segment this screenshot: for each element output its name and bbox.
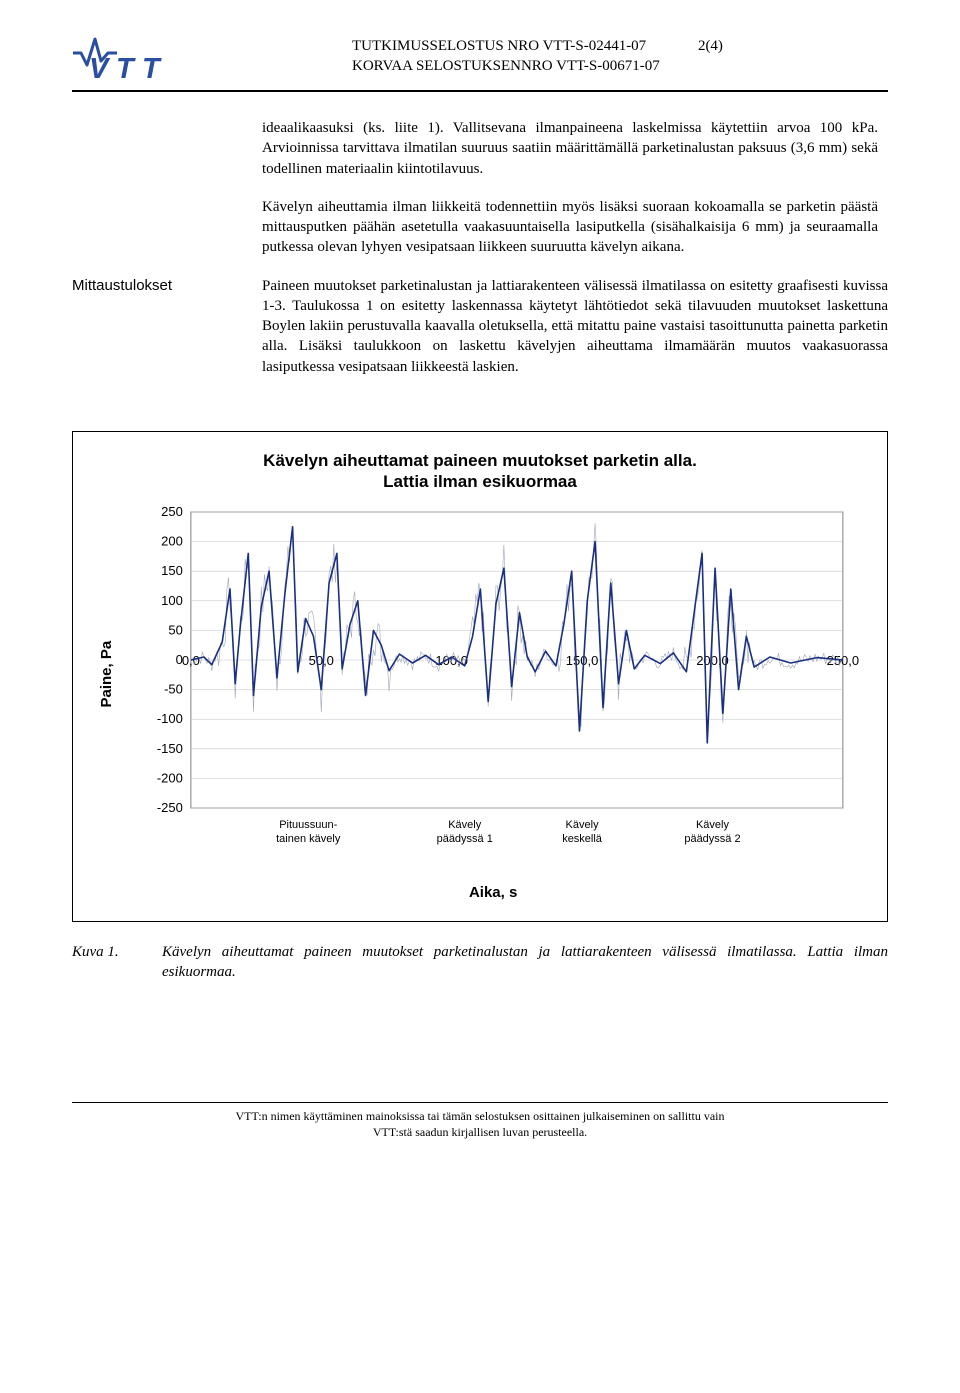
svg-text:250: 250 bbox=[161, 506, 183, 519]
svg-text:keskellä: keskellä bbox=[562, 833, 603, 845]
paragraph-1: ideaalikaasuksi (ks. liite 1). Vallitsev… bbox=[262, 118, 878, 179]
body-content: ideaalikaasuksi (ks. liite 1). Vallitsev… bbox=[262, 118, 878, 258]
svg-text:150: 150 bbox=[161, 563, 183, 578]
svg-text:päädyssä 1: päädyssä 1 bbox=[437, 833, 493, 845]
svg-text:Kävely: Kävely bbox=[566, 819, 600, 831]
svg-text:50: 50 bbox=[169, 623, 183, 638]
chart-plot-wrap: 250200150100500-50-100-150-200-2500,050,… bbox=[123, 506, 863, 903]
svg-text:T: T bbox=[116, 53, 136, 80]
footer-l1: VTT:n nimen käyttäminen mainoksissa tai … bbox=[72, 1109, 888, 1125]
svg-text:V: V bbox=[89, 53, 111, 80]
section-mittaustulokset: Mittaustulokset Paineen muutokset parket… bbox=[72, 276, 888, 395]
chart-title-l2: Lattia ilman esikuormaa bbox=[383, 472, 577, 491]
svg-text:päädyssä 2: päädyssä 2 bbox=[685, 833, 741, 845]
caption-label: Kuva 1. bbox=[72, 942, 162, 983]
chart-title-l1: Kävelyn aiheuttamat paineen muutokset pa… bbox=[263, 451, 697, 470]
svg-text:150,0: 150,0 bbox=[566, 653, 599, 668]
page-footer: VTT:n nimen käyttäminen mainoksissa tai … bbox=[72, 1102, 888, 1140]
svg-text:T: T bbox=[142, 53, 162, 80]
svg-text:tainen kävely: tainen kävely bbox=[276, 833, 341, 845]
caption-text: Kävelyn aiheuttamat paineen muutokset pa… bbox=[162, 942, 888, 983]
vtt-logo: V T T bbox=[72, 36, 192, 80]
footer-l2: VTT:stä saadun kirjallisen luvan peruste… bbox=[72, 1125, 888, 1141]
svg-text:-100: -100 bbox=[157, 711, 183, 726]
svg-text:-50: -50 bbox=[164, 682, 183, 697]
paragraph-2: Kävelyn aiheuttamia ilman liikkeitä tode… bbox=[262, 197, 878, 258]
chart-plot: 250200150100500-50-100-150-200-2500,050,… bbox=[123, 506, 863, 866]
figure-caption: Kuva 1. Kävelyn aiheuttamat paineen muut… bbox=[72, 942, 888, 983]
svg-text:50,0: 50,0 bbox=[309, 653, 334, 668]
svg-text:100: 100 bbox=[161, 593, 183, 608]
chart-container: Kävelyn aiheuttamat paineen muutokset pa… bbox=[72, 431, 888, 922]
svg-text:-150: -150 bbox=[157, 741, 183, 756]
svg-text:200,0: 200,0 bbox=[696, 653, 729, 668]
header-report-info: TUTKIMUSSELOSTUS NRO VTT-S-02441-07 2(4)… bbox=[352, 36, 888, 77]
svg-text:Pituussuun-: Pituussuun- bbox=[279, 819, 337, 831]
chart-title: Kävelyn aiheuttamat paineen muutokset pa… bbox=[97, 450, 863, 493]
svg-text:Kävely: Kävely bbox=[448, 819, 482, 831]
page-number: 2(4) bbox=[698, 38, 723, 54]
page-header: V T T TUTKIMUSSELOSTUS NRO VTT-S-02441-0… bbox=[72, 36, 888, 80]
svg-text:-200: -200 bbox=[157, 771, 183, 786]
header-rule bbox=[72, 90, 888, 92]
report-number-l2: KORVAA SELOSTUKSENNRO VTT-S-00671-07 bbox=[352, 58, 660, 74]
section-heading: Mittaustulokset bbox=[72, 276, 262, 395]
vtt-logo-icon: V T T bbox=[72, 36, 192, 80]
chart-ylabel: Paine, Pa bbox=[97, 506, 117, 903]
svg-text:Kävely: Kävely bbox=[696, 819, 730, 831]
svg-text:0,0: 0,0 bbox=[182, 653, 200, 668]
svg-text:200: 200 bbox=[161, 534, 183, 549]
chart-xlabel: Aika, s bbox=[123, 883, 863, 903]
report-number-l1: TUTKIMUSSELOSTUS NRO VTT-S-02441-07 bbox=[352, 38, 646, 54]
paragraph-3: Paineen muutokset parketinalustan ja lat… bbox=[262, 276, 888, 377]
svg-text:-250: -250 bbox=[157, 800, 183, 815]
